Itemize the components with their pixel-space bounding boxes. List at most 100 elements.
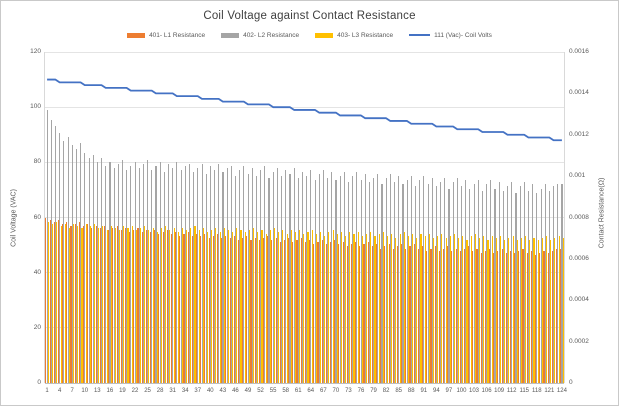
bar-l3 bbox=[299, 229, 301, 383]
bar-l3 bbox=[140, 227, 142, 383]
legend-label: 111 (Vac)- Coil Volts bbox=[434, 31, 492, 39]
bar-l1 bbox=[463, 248, 465, 383]
bar-l1 bbox=[380, 248, 382, 383]
bar-l3 bbox=[169, 229, 171, 383]
bar-l2 bbox=[389, 174, 391, 383]
bar-l3 bbox=[98, 227, 100, 383]
left-axis-tick-label: 20 bbox=[33, 323, 41, 331]
bar-l2 bbox=[461, 186, 463, 383]
bar-l2 bbox=[519, 186, 521, 383]
bar-l2 bbox=[92, 155, 94, 383]
x-axis-tick-label: 25 bbox=[144, 388, 151, 394]
bar-l1 bbox=[304, 242, 306, 383]
x-axis-tick-label: 61 bbox=[294, 388, 302, 394]
bar-l3 bbox=[215, 227, 217, 383]
x-axis-tick-label: 55 bbox=[269, 388, 277, 394]
bar-l1 bbox=[560, 248, 562, 383]
bar-l1 bbox=[430, 248, 432, 383]
bar-l3 bbox=[349, 231, 351, 383]
bar-l2 bbox=[394, 182, 396, 383]
x-axis-tick-label: 73 bbox=[345, 388, 352, 394]
bar-l1 bbox=[497, 250, 499, 383]
right-axis-line bbox=[564, 52, 565, 383]
gridline bbox=[45, 382, 564, 384]
bar-l2 bbox=[281, 176, 283, 383]
legend-label: 403- L3 Resistance bbox=[337, 31, 394, 39]
x-axis-tick-label: 10 bbox=[81, 388, 89, 394]
left-axis-tick-label: 80 bbox=[33, 158, 41, 166]
bar-l3 bbox=[60, 225, 62, 383]
bar-l1 bbox=[384, 246, 386, 383]
bar-l2 bbox=[251, 167, 253, 383]
bar-l2 bbox=[285, 169, 287, 383]
bar-l1 bbox=[401, 244, 403, 383]
chart-title: Coil Voltage against Contact Resistance bbox=[203, 10, 416, 22]
bar-l3 bbox=[144, 225, 146, 383]
bar-l2 bbox=[126, 169, 128, 383]
bar-l3 bbox=[127, 227, 129, 383]
bar-l3 bbox=[89, 225, 91, 383]
bar-l2 bbox=[71, 145, 73, 383]
bar-l1 bbox=[262, 238, 265, 383]
bar-l3 bbox=[357, 231, 359, 383]
bar-l2 bbox=[515, 192, 517, 383]
bar-l3 bbox=[437, 236, 439, 383]
bar-l3 bbox=[244, 231, 246, 383]
bar-l3 bbox=[273, 227, 276, 383]
bar-l1 bbox=[137, 227, 139, 383]
legend-item-l2-resistance: 402- L2 Resistance bbox=[221, 32, 299, 39]
left-axis-tick-label: 120 bbox=[30, 48, 41, 55]
plot-area bbox=[44, 51, 565, 384]
bar-l3 bbox=[562, 238, 564, 383]
bar-l3 bbox=[433, 238, 435, 383]
bar-l1 bbox=[108, 229, 110, 383]
x-axis-tick-label: 82 bbox=[382, 388, 390, 394]
bar-l3 bbox=[449, 236, 451, 383]
bar-l2 bbox=[201, 163, 203, 383]
right-axis-title: Contact Resistance(Ω) bbox=[598, 177, 606, 249]
bar-l1 bbox=[476, 248, 478, 383]
bar-l1 bbox=[396, 246, 399, 383]
bar-l1 bbox=[129, 231, 131, 383]
bar-l3 bbox=[420, 234, 422, 383]
bar-l3 bbox=[453, 234, 456, 383]
bar-l1 bbox=[442, 248, 445, 383]
x-axis-tick-label: 16 bbox=[106, 388, 114, 394]
bar-l1 bbox=[514, 252, 516, 383]
bar-l2 bbox=[130, 165, 132, 383]
bar-l2 bbox=[163, 172, 165, 383]
bar-l1 bbox=[83, 225, 85, 383]
bar-l2 bbox=[159, 161, 161, 383]
bar-l1 bbox=[49, 219, 51, 383]
bar-l1 bbox=[275, 238, 277, 383]
bar-l2 bbox=[456, 178, 458, 383]
bar-l2 bbox=[197, 167, 199, 383]
bar-l2 bbox=[331, 172, 333, 383]
bar-l1 bbox=[87, 223, 89, 383]
bar-l3 bbox=[269, 229, 271, 383]
bar-l3 bbox=[340, 231, 343, 383]
bar-l1 bbox=[363, 244, 365, 383]
bar-l2 bbox=[239, 169, 241, 383]
l2-resistance-swatch-icon bbox=[221, 32, 240, 38]
right-axis-tick-label: 0.0014 bbox=[569, 89, 589, 97]
bar-l3 bbox=[278, 231, 280, 383]
bar-l1 bbox=[246, 236, 248, 383]
x-axis-tick-label: 94 bbox=[432, 388, 440, 394]
bar-l2 bbox=[398, 176, 400, 383]
bar-l2 bbox=[113, 167, 115, 383]
bar-l3 bbox=[311, 229, 313, 383]
legend-item-l3-resistance: 403- L3 Resistance bbox=[315, 32, 393, 39]
bar-l1 bbox=[271, 240, 273, 383]
bar-l1 bbox=[103, 225, 106, 383]
bar-l3 bbox=[458, 238, 460, 383]
bar-l3 bbox=[320, 231, 322, 383]
bar-l1 bbox=[208, 238, 210, 383]
bar-l3 bbox=[261, 229, 263, 383]
gridline bbox=[45, 327, 564, 329]
bar-l3 bbox=[386, 236, 389, 383]
bar-l2 bbox=[268, 178, 270, 383]
bar-l2 bbox=[364, 174, 366, 383]
x-axis-tick-label: 115 bbox=[519, 388, 530, 394]
bar-l1 bbox=[191, 236, 193, 383]
